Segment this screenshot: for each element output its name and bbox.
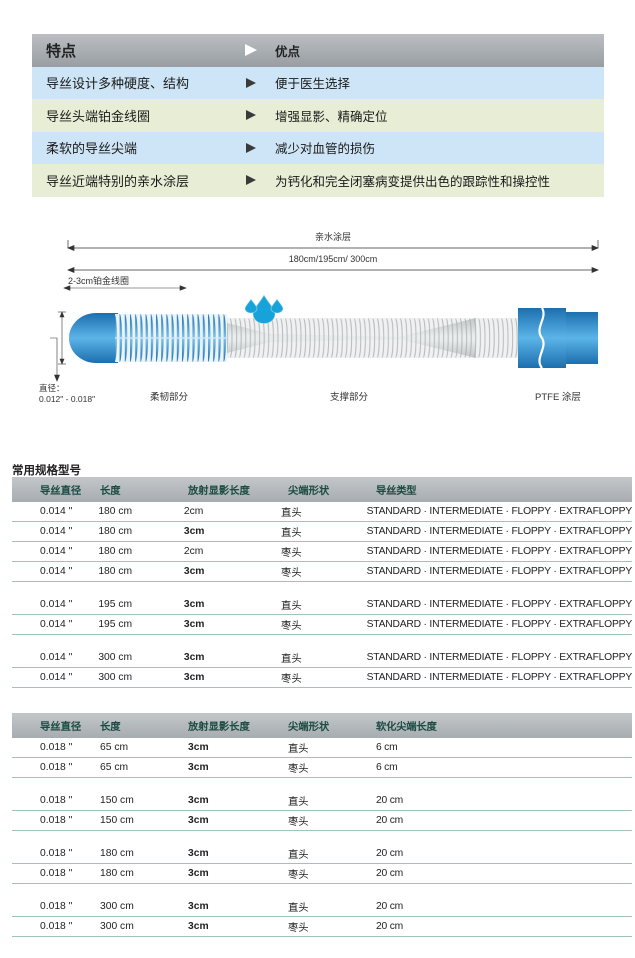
svg-text:0.012" - 0.018": 0.012" - 0.018" — [39, 394, 95, 404]
svg-text:支撑部分: 支撑部分 — [330, 391, 369, 403]
svg-text:亲水涂层: 亲水涂层 — [315, 231, 351, 242]
svg-text:180cm/195cm/ 300cm: 180cm/195cm/ 300cm — [289, 254, 378, 264]
svg-text:2-3cm铂金线圈: 2-3cm铂金线圈 — [68, 275, 129, 286]
svg-text:柔韧部分: 柔韧部分 — [150, 391, 189, 403]
svg-text:直径：: 直径： — [39, 383, 65, 393]
svg-text:PTFE 涂层: PTFE 涂层 — [535, 391, 581, 403]
